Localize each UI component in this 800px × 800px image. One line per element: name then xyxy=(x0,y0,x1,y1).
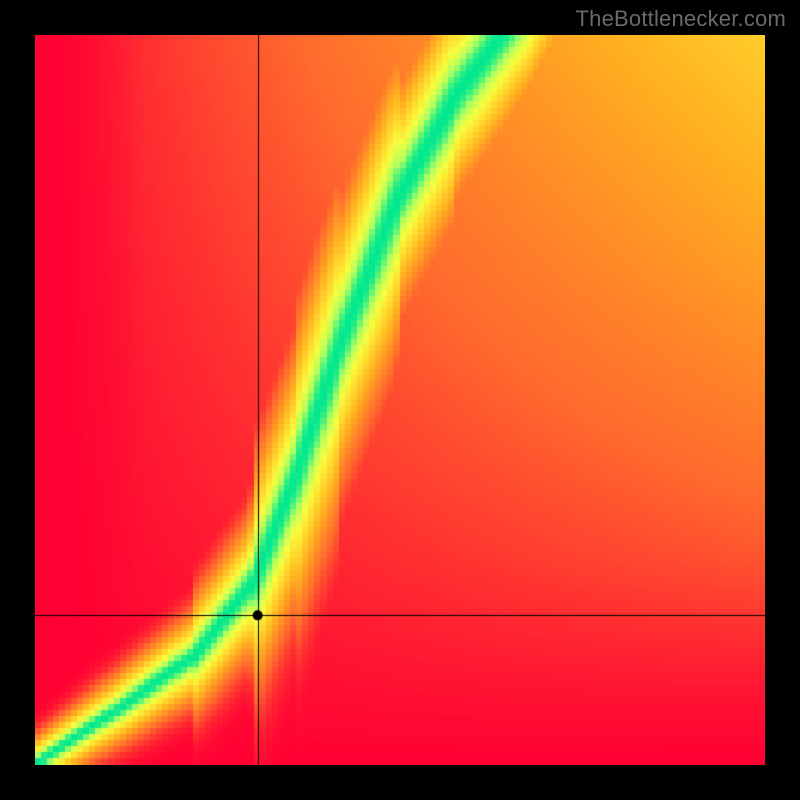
bottleneck-heatmap xyxy=(35,35,765,765)
figure-container: TheBottlenecker.com xyxy=(0,0,800,800)
plot-area xyxy=(35,35,765,765)
watermark-label: TheBottlenecker.com xyxy=(576,6,786,32)
